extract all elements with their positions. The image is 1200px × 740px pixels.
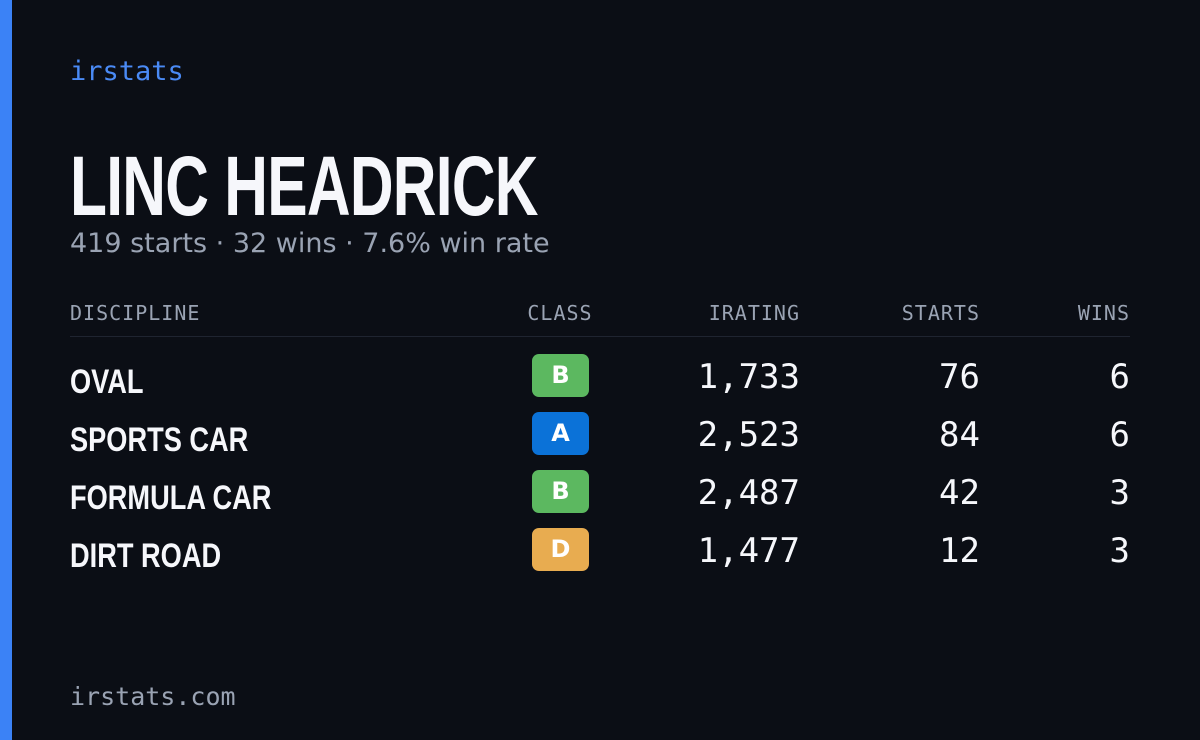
column-header: IRATING: [708, 301, 800, 325]
footer: irstats.com: [70, 682, 236, 711]
class-badge: A: [532, 412, 589, 455]
column-header: CLASS: [527, 301, 593, 325]
discipline: OVAL: [70, 363, 144, 401]
class-badge: B: [532, 470, 589, 513]
irating: 2,523: [697, 415, 800, 455]
discipline: FORMULA CAR: [70, 479, 272, 517]
wins: 6: [1109, 415, 1130, 455]
discipline: DIRT ROAD: [70, 537, 222, 575]
irating: 2,487: [697, 473, 800, 513]
header-rule: [70, 336, 1130, 337]
column-header: STARTS: [901, 301, 980, 325]
wins: 6: [1109, 357, 1130, 397]
wins: 3: [1109, 531, 1130, 571]
accent-bar: [0, 0, 12, 740]
starts: 84: [939, 415, 980, 455]
brand: irstats: [70, 56, 184, 87]
starts: 42: [939, 473, 980, 513]
driver-name: LINC HEADRICK: [70, 139, 538, 233]
column-header: DISCIPLINE: [70, 301, 201, 325]
irating: 1,477: [697, 531, 800, 571]
starts: 12: [939, 531, 980, 571]
irating: 1,733: [697, 357, 800, 397]
column-header: WINS: [1077, 301, 1130, 325]
wins: 3: [1109, 473, 1130, 513]
starts: 76: [939, 357, 980, 397]
class-badge: B: [532, 354, 589, 397]
driver-summary: 419 starts · 32 wins · 7.6% win rate: [70, 228, 550, 259]
discipline: SPORTS CAR: [70, 421, 249, 459]
class-badge: D: [532, 528, 589, 571]
